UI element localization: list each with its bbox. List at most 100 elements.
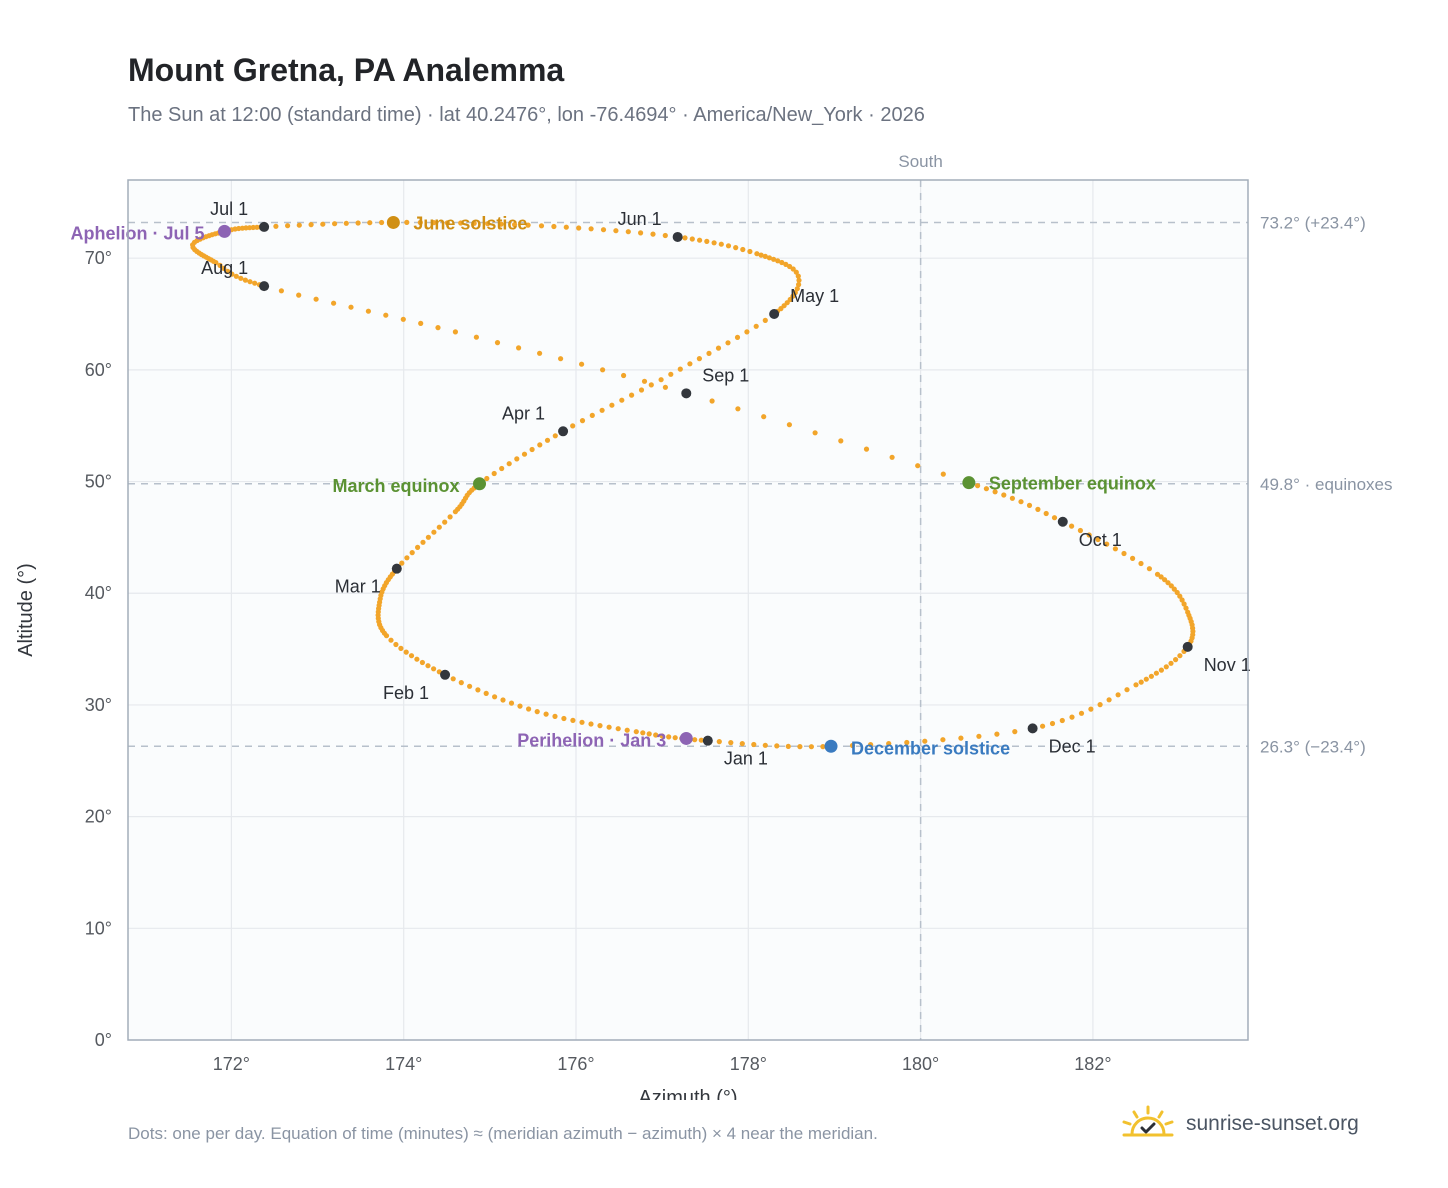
page-title: Mount Gretna, PA Analemma bbox=[128, 52, 565, 88]
daily-dot bbox=[621, 372, 627, 379]
south-line: South bbox=[898, 152, 943, 1040]
daily-dot bbox=[404, 219, 410, 225]
daily-dot bbox=[863, 446, 870, 452]
daily-dot bbox=[786, 422, 793, 428]
daily-dot bbox=[1133, 682, 1139, 688]
daily-dot bbox=[904, 739, 910, 746]
x-tick-label: 180° bbox=[902, 1054, 939, 1074]
month-marker bbox=[440, 669, 451, 680]
daily-dot bbox=[1183, 605, 1189, 611]
x-tick-label: 182° bbox=[1074, 1054, 1111, 1074]
daily-dot bbox=[787, 263, 793, 270]
daily-dot bbox=[1059, 717, 1065, 724]
daily-dot bbox=[588, 226, 594, 232]
daily-dot bbox=[762, 253, 768, 259]
daily-dot bbox=[1130, 555, 1136, 562]
daily-dot bbox=[1049, 720, 1056, 727]
daily-dot bbox=[793, 269, 799, 275]
brand-name: sunrise-sunset.org bbox=[1186, 1112, 1359, 1135]
daily-dot bbox=[403, 649, 409, 655]
daily-dot bbox=[417, 219, 423, 226]
daily-dot bbox=[233, 273, 239, 279]
event-label: March equinox bbox=[332, 476, 459, 496]
daily-dot bbox=[458, 680, 464, 686]
month-label: Jul 1 bbox=[210, 199, 248, 219]
daily-dot bbox=[332, 221, 338, 227]
daily-dot bbox=[320, 221, 326, 227]
daily-dot bbox=[388, 637, 394, 643]
y-axis-ticks: 0° 10° 20° 30° 40° 50° 60° 70° bbox=[85, 248, 112, 1050]
daily-dot bbox=[751, 741, 757, 748]
daily-dot bbox=[619, 397, 625, 403]
daily-dot bbox=[1163, 664, 1169, 670]
y-tick-label: 30° bbox=[85, 695, 112, 715]
daily-dot bbox=[213, 260, 219, 266]
daily-dot bbox=[537, 442, 543, 448]
daily-dot bbox=[613, 228, 619, 234]
daily-dot bbox=[697, 237, 703, 243]
daily-dot bbox=[597, 723, 603, 729]
daily-dot bbox=[485, 221, 491, 227]
daily-dot bbox=[1146, 566, 1152, 572]
daily-dot bbox=[1040, 723, 1046, 729]
daily-dot bbox=[383, 312, 389, 318]
daily-dot bbox=[668, 371, 674, 377]
daily-dot bbox=[296, 292, 302, 298]
daily-dot bbox=[517, 703, 523, 709]
month-label: Feb 1 bbox=[383, 683, 429, 703]
daily-dot bbox=[922, 738, 928, 744]
daily-dot bbox=[672, 735, 678, 741]
daily-dot bbox=[221, 265, 227, 271]
daily-dot bbox=[994, 731, 1000, 737]
daily-dot bbox=[450, 676, 456, 682]
daily-dot bbox=[409, 550, 415, 556]
reference-line-label: 73.2° (+23.4°) bbox=[1260, 213, 1366, 232]
daily-dot bbox=[646, 731, 652, 737]
daily-dot bbox=[247, 279, 253, 285]
daily-dot bbox=[648, 382, 654, 388]
daily-dot bbox=[242, 277, 248, 283]
month-label: Sep 1 bbox=[702, 365, 749, 385]
daily-dot bbox=[570, 717, 576, 724]
daily-dot bbox=[551, 223, 557, 230]
daily-dot bbox=[452, 329, 458, 335]
month-marker bbox=[391, 563, 402, 574]
daily-dot bbox=[711, 240, 717, 246]
daily-dot bbox=[758, 252, 764, 258]
month-markers: Jan 1 Feb 1 Mar 1 Apr 1 May 1 Jun 1 Jul 1 Aug 1… bbox=[201, 199, 1251, 769]
daily-dot bbox=[1106, 697, 1112, 703]
brand-logo[interactable]: sunrise-sunset.org bbox=[1120, 1102, 1359, 1146]
daily-dot bbox=[534, 709, 540, 715]
daily-dot bbox=[447, 514, 453, 520]
daily-dot bbox=[238, 275, 244, 281]
daily-dot bbox=[744, 329, 750, 335]
daily-dot bbox=[1181, 601, 1187, 607]
daily-dot bbox=[1018, 499, 1024, 505]
event-label: Perihelion · Jan 3 bbox=[517, 730, 666, 750]
daily-dot bbox=[425, 663, 431, 669]
month-marker bbox=[558, 426, 569, 437]
daily-dot bbox=[511, 222, 518, 228]
daily-dot bbox=[561, 715, 567, 722]
daily-dot bbox=[771, 256, 777, 262]
daily-dot bbox=[398, 645, 404, 652]
daily-dot bbox=[718, 241, 724, 247]
daily-dot bbox=[576, 225, 582, 231]
daily-dot bbox=[1043, 510, 1049, 517]
daily-dot bbox=[689, 236, 695, 242]
daily-dot bbox=[725, 243, 732, 249]
daily-dot bbox=[625, 229, 631, 235]
daily-dot bbox=[225, 268, 231, 274]
y-tick-label: 50° bbox=[85, 472, 112, 492]
daily-dot bbox=[414, 656, 420, 662]
x-axis-ticks: 172° 174° 176° 178° 180° 182° bbox=[213, 1054, 1112, 1074]
daily-dot bbox=[526, 706, 532, 712]
daily-dot bbox=[609, 402, 615, 408]
daily-dot bbox=[606, 724, 612, 730]
month-marker bbox=[1182, 641, 1193, 652]
daily-dot bbox=[431, 220, 437, 226]
daily-dot bbox=[794, 286, 800, 292]
daily-dot bbox=[1115, 692, 1121, 698]
x-tick-label: 172° bbox=[213, 1054, 250, 1074]
daily-dot bbox=[774, 743, 780, 749]
